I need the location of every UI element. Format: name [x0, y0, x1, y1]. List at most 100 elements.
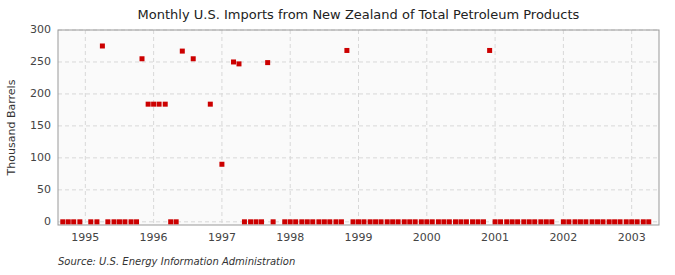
- point: [134, 219, 139, 224]
- point: [191, 56, 196, 61]
- grid-line: [153, 30, 154, 225]
- point: [544, 219, 549, 224]
- point: [94, 219, 99, 224]
- tick-label: 250: [30, 55, 51, 68]
- point: [140, 56, 145, 61]
- point: [481, 219, 486, 224]
- point: [532, 219, 537, 224]
- point: [151, 102, 156, 107]
- grid-line: [358, 30, 359, 225]
- point: [430, 219, 435, 224]
- point: [385, 219, 390, 224]
- point: [447, 219, 452, 224]
- point: [146, 102, 151, 107]
- point: [88, 219, 93, 224]
- point: [538, 219, 543, 224]
- point: [549, 219, 554, 224]
- grid-line: [290, 30, 291, 225]
- point: [441, 219, 446, 224]
- point: [60, 219, 65, 224]
- point: [248, 219, 253, 224]
- points: [60, 43, 651, 224]
- grid-line: [58, 125, 659, 126]
- grid: [58, 30, 659, 225]
- grid-line: [563, 30, 564, 225]
- point: [242, 219, 247, 224]
- tick-label: 1999: [345, 231, 373, 244]
- tick-label: 0: [44, 215, 51, 228]
- y-axis-label: Thousand Barrels: [5, 79, 18, 176]
- point: [316, 219, 321, 224]
- point: [293, 219, 298, 224]
- point: [595, 219, 600, 224]
- grid-line: [58, 189, 659, 190]
- tick-label: 200: [30, 87, 51, 100]
- tick-label: 2003: [618, 231, 646, 244]
- point: [168, 219, 173, 224]
- point: [510, 219, 515, 224]
- grid-line: [85, 30, 86, 225]
- point: [458, 219, 463, 224]
- point: [180, 49, 185, 54]
- point: [71, 219, 76, 224]
- tick-label: 2002: [549, 231, 577, 244]
- point: [396, 219, 401, 224]
- point: [129, 219, 134, 224]
- point: [624, 219, 629, 224]
- point: [112, 219, 117, 224]
- tick-label: 2000: [413, 231, 441, 244]
- point: [265, 60, 270, 65]
- point: [259, 219, 264, 224]
- point: [361, 219, 366, 224]
- point: [219, 162, 224, 167]
- tick-label: 300: [30, 23, 51, 36]
- tick-label: 1997: [208, 231, 236, 244]
- point: [236, 61, 241, 66]
- point: [390, 219, 395, 224]
- point: [618, 219, 623, 224]
- point: [612, 219, 617, 224]
- point: [351, 219, 356, 224]
- point: [583, 219, 588, 224]
- point: [174, 219, 179, 224]
- point: [436, 219, 441, 224]
- point: [208, 102, 213, 107]
- point: [288, 219, 293, 224]
- grid-line: [221, 30, 222, 225]
- point: [117, 219, 122, 224]
- point: [453, 219, 458, 224]
- tick-label: 1998: [276, 231, 304, 244]
- point: [66, 219, 71, 224]
- point: [379, 219, 384, 224]
- source-note: Source: U.S. Energy Information Administ…: [58, 256, 295, 267]
- chart: 0501001502002503001995199619971998199920…: [0, 0, 675, 275]
- point: [402, 219, 407, 224]
- tick-label: 150: [30, 119, 51, 132]
- tick-label: 50: [37, 183, 51, 196]
- point: [629, 219, 634, 224]
- point: [299, 219, 304, 224]
- point: [607, 219, 612, 224]
- tick-label: 100: [30, 151, 51, 164]
- point: [493, 219, 498, 224]
- point: [231, 59, 236, 64]
- plot-frame: [58, 30, 659, 225]
- point: [424, 219, 429, 224]
- point: [407, 219, 412, 224]
- point: [356, 219, 361, 224]
- point: [464, 219, 469, 224]
- point: [527, 219, 532, 224]
- point: [504, 219, 509, 224]
- point: [327, 219, 332, 224]
- point: [646, 219, 651, 224]
- point: [521, 219, 526, 224]
- point: [322, 219, 327, 224]
- point: [476, 219, 481, 224]
- point: [271, 219, 276, 224]
- point: [413, 219, 418, 224]
- tick-label: 2001: [481, 231, 509, 244]
- point: [157, 102, 162, 107]
- point: [566, 219, 571, 224]
- point: [561, 219, 566, 224]
- point: [498, 219, 503, 224]
